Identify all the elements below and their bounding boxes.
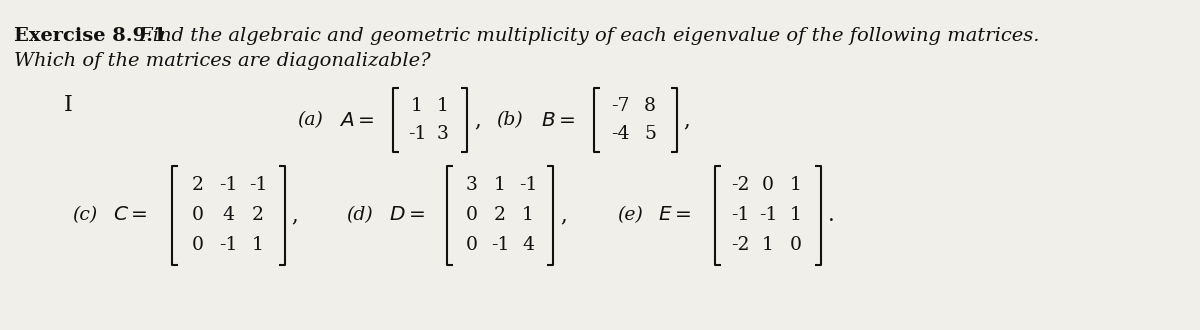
Text: ,: , [292, 204, 299, 226]
Text: 1: 1 [252, 236, 264, 254]
Text: 1: 1 [412, 97, 422, 115]
Text: -1: -1 [408, 125, 426, 143]
Text: -1: -1 [218, 176, 238, 194]
Text: -4: -4 [611, 125, 629, 143]
Text: .: . [828, 204, 835, 226]
Text: 0: 0 [790, 236, 802, 254]
Text: (d): (d) [347, 206, 373, 224]
Text: 5: 5 [644, 125, 656, 143]
Text: -1: -1 [518, 176, 538, 194]
Text: 3: 3 [466, 176, 478, 194]
Text: $B=$: $B=$ [541, 111, 575, 129]
Text: 0: 0 [192, 206, 204, 224]
Text: $E=$: $E=$ [659, 206, 691, 224]
Text: (b): (b) [497, 111, 523, 129]
Text: 1: 1 [522, 206, 534, 224]
Text: 4: 4 [522, 236, 534, 254]
Text: 4: 4 [222, 206, 234, 224]
Text: 1: 1 [790, 176, 802, 194]
Text: -1: -1 [491, 236, 509, 254]
Text: (a): (a) [298, 111, 323, 129]
Text: $C=$: $C=$ [113, 206, 148, 224]
Text: 3: 3 [437, 125, 449, 143]
Text: I: I [64, 94, 72, 116]
Text: 2: 2 [494, 206, 506, 224]
Text: (c): (c) [72, 206, 97, 224]
Text: -1: -1 [731, 206, 749, 224]
Text: (e): (e) [617, 206, 643, 224]
Text: 8: 8 [644, 97, 656, 115]
Text: -1: -1 [248, 176, 268, 194]
Text: $D=$: $D=$ [389, 206, 425, 224]
Text: Exercise 8.9.1: Exercise 8.9.1 [14, 27, 167, 45]
Text: 0: 0 [192, 236, 204, 254]
Text: $A=$: $A=$ [340, 111, 374, 129]
Text: 0: 0 [762, 176, 774, 194]
Text: -2: -2 [731, 176, 749, 194]
Text: ,: , [684, 109, 690, 131]
Text: 2: 2 [192, 176, 204, 194]
Text: 0: 0 [466, 236, 478, 254]
Text: Find the algebraic and geometric multiplicity of each eigenvalue of the followin: Find the algebraic and geometric multipl… [133, 27, 1039, 45]
Text: 0: 0 [466, 206, 478, 224]
Text: 1: 1 [437, 97, 449, 115]
Text: -2: -2 [731, 236, 749, 254]
Text: ,: , [560, 204, 568, 226]
Text: -1: -1 [218, 236, 238, 254]
Text: -7: -7 [611, 97, 629, 115]
Text: -1: -1 [758, 206, 778, 224]
Text: ,: , [474, 109, 481, 131]
Text: Which of the matrices are diagonalizable?: Which of the matrices are diagonalizable… [14, 52, 431, 70]
Text: 1: 1 [494, 176, 506, 194]
Text: 2: 2 [252, 206, 264, 224]
Text: 1: 1 [762, 236, 774, 254]
Text: 1: 1 [790, 206, 802, 224]
